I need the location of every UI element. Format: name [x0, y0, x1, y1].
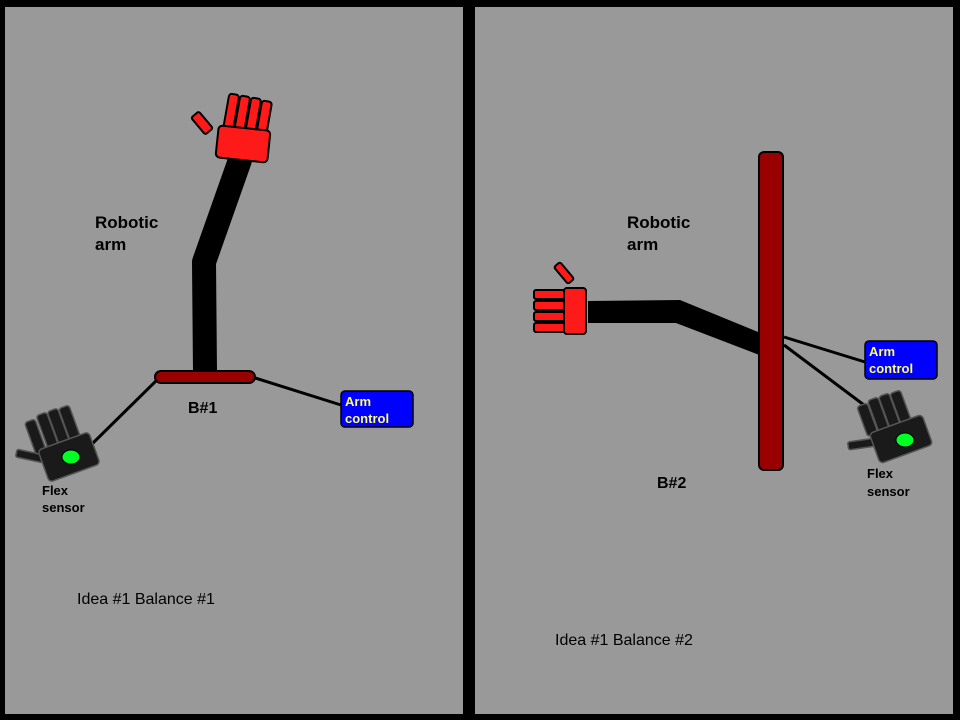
- sensor-wire: [90, 375, 162, 446]
- arm-control-label-line2: control: [345, 411, 389, 426]
- robotic-arm: [588, 300, 768, 356]
- balance-label: B#1: [188, 400, 217, 417]
- panel-caption: Idea #1 Balance #2: [555, 632, 693, 649]
- flex-sensor-glove-icon: [15, 405, 100, 482]
- robot-hand-icon: [533, 261, 587, 335]
- robot-hand-icon: [190, 92, 273, 164]
- arm-control-label-line1: Arm: [869, 344, 895, 359]
- robotic-arm: [192, 148, 252, 384]
- balance-bar: [758, 151, 784, 471]
- robot-arm-label-line2: arm: [627, 235, 658, 254]
- flex-sensor-label-line1: Flex: [42, 483, 69, 498]
- panel-1: Robotic arm B#1 Arm control Flex sensor …: [5, 7, 463, 714]
- robot-arm-label-line2: arm: [95, 235, 126, 254]
- balance-bar: [154, 370, 256, 384]
- sensor-wire: [783, 343, 865, 407]
- arm-control-label-line1: Arm: [345, 394, 371, 409]
- panel-caption: Idea #1 Balance #1: [77, 591, 215, 608]
- sensor-led: [61, 449, 81, 465]
- control-wire: [783, 335, 866, 364]
- arm-segments: [192, 148, 252, 384]
- balance-label: B#2: [657, 475, 686, 492]
- arm-segments: [588, 300, 768, 356]
- control-wire: [251, 375, 342, 407]
- sensor-led: [895, 432, 915, 448]
- robot-arm-label-line1: Robotic: [95, 213, 158, 232]
- panel-2: Robotic arm B#2 Arm control Flex sensor …: [475, 7, 953, 714]
- flex-sensor-glove-icon: [847, 390, 933, 464]
- arm-control-label-line2: control: [869, 361, 913, 376]
- robot-arm-label-line1: Robotic: [627, 213, 690, 232]
- flex-sensor-label-line2: sensor: [867, 484, 910, 499]
- arm-control-box: [864, 340, 938, 380]
- flex-sensor-label-line2: sensor: [42, 500, 85, 515]
- flex-sensor-label-line1: Flex: [867, 466, 894, 481]
- arm-control-box: [340, 390, 414, 428]
